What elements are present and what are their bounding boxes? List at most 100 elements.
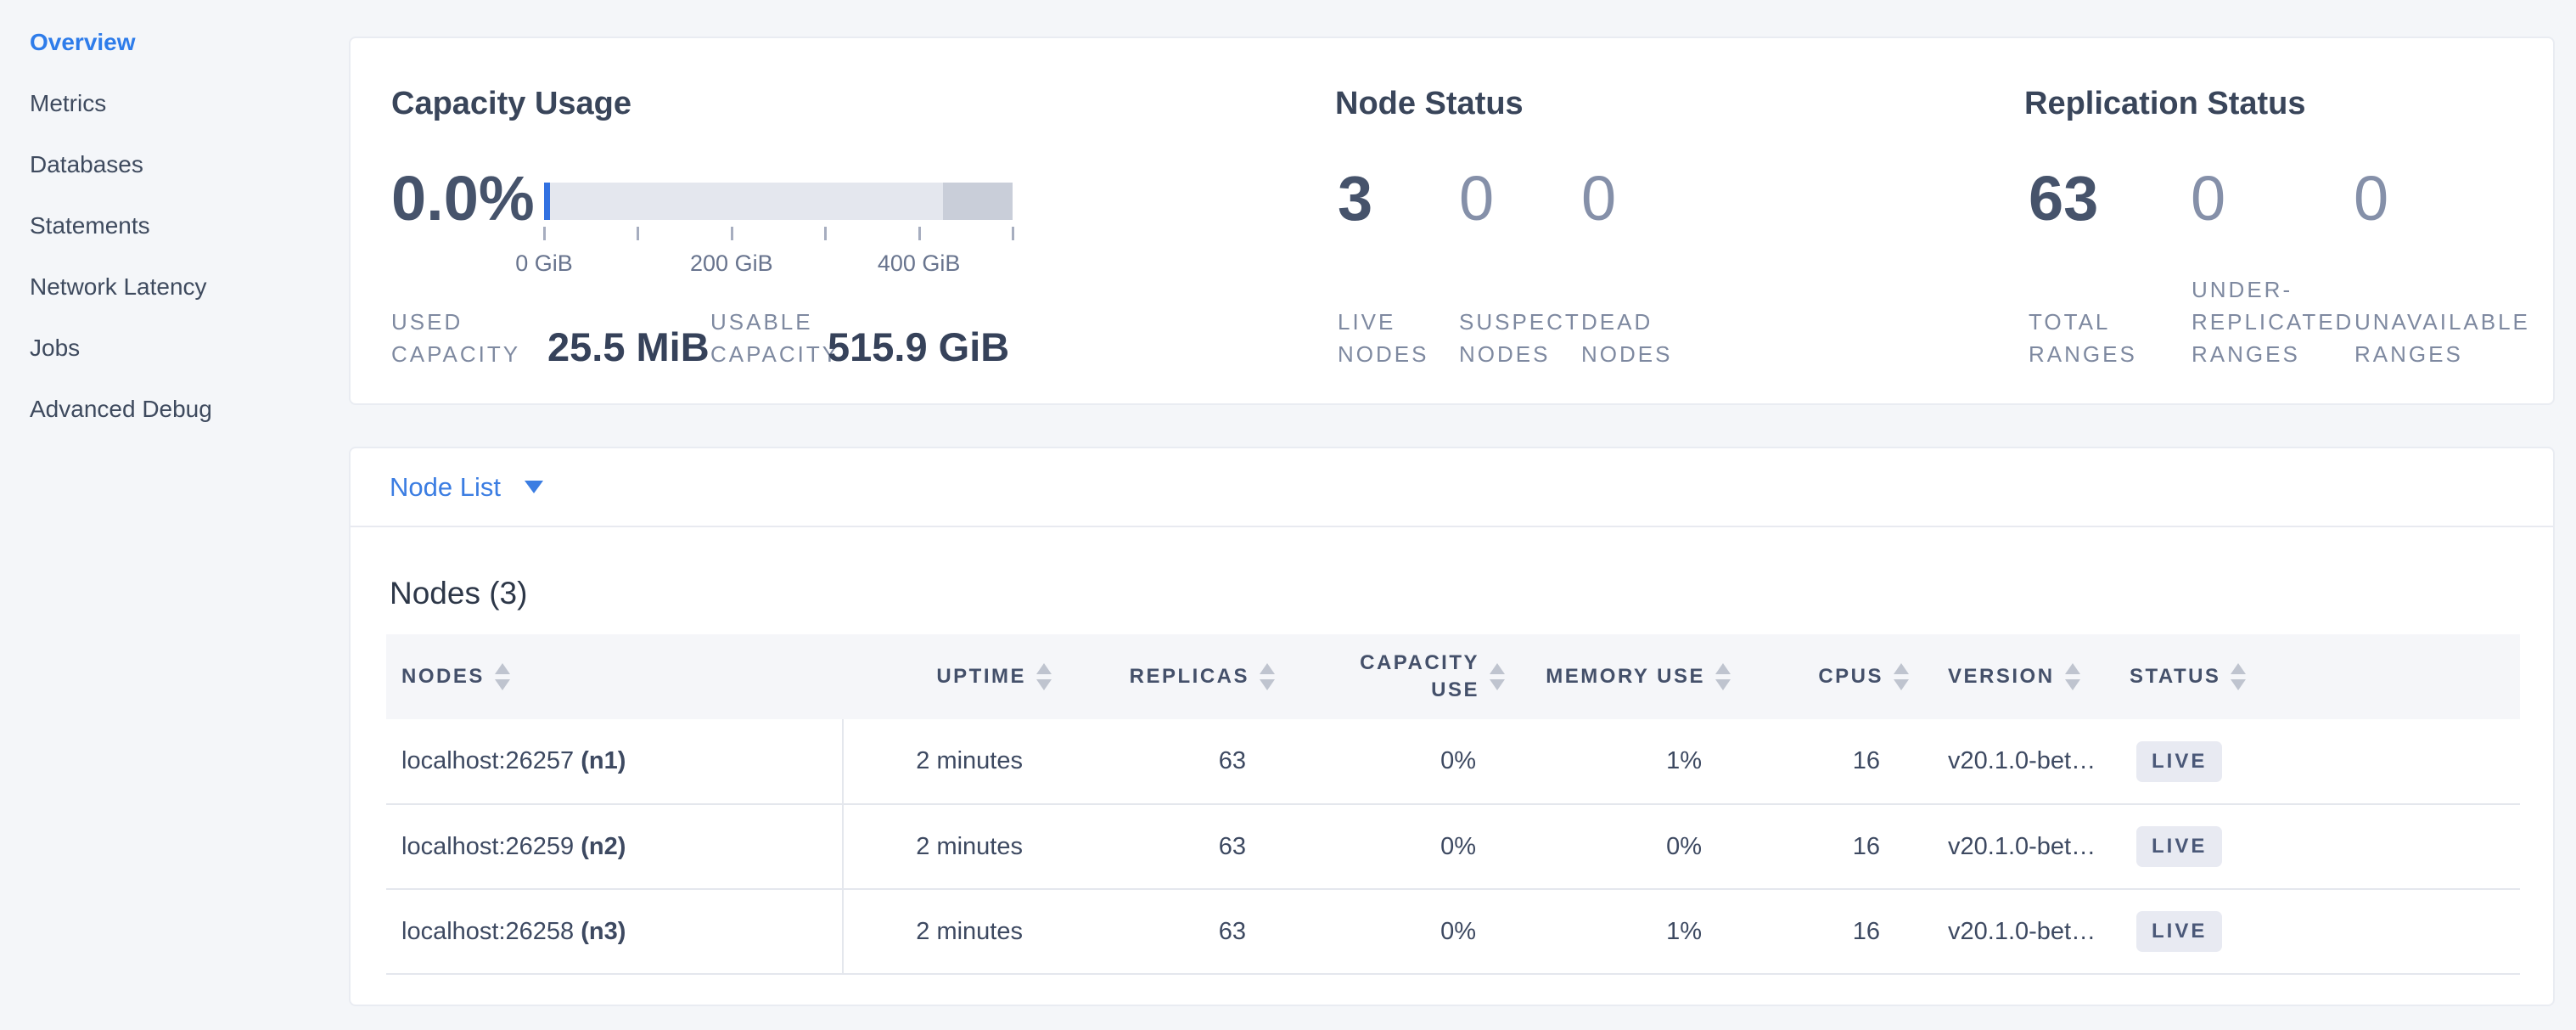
used-capacity-value: 25.5 MiB <box>547 324 710 369</box>
capacity-use-cell: 0% <box>1440 832 1476 860</box>
column-label-cpus: CPUS <box>1818 665 1883 688</box>
node-id: (n3) <box>581 917 626 945</box>
capacity-bar-reserved-segment <box>942 183 1013 220</box>
used-capacity-label: USED CAPACITY <box>391 306 520 370</box>
suspect-nodes-label: SUSPECT NODES <box>1459 306 1581 370</box>
sidebar-item-advanced-debug[interactable]: Advanced Debug <box>30 396 212 422</box>
column-header-cpus[interactable]: CPUS <box>1736 634 1914 719</box>
sidebar-item-network-latency[interactable]: Network Latency <box>30 273 207 300</box>
axis-tick <box>730 227 733 240</box>
table-row-node-2[interactable]: localhost:26259 (n2) 2 minutes 63 0% 0% … <box>386 804 2520 889</box>
sidebar-item-overview[interactable]: Overview <box>30 29 136 55</box>
under-replicated-ranges-label: UNDER- REPLICATED RANGES <box>2192 273 2354 370</box>
unavailable-ranges-label-line1: UNAVAILABLE <box>2354 309 2530 335</box>
dead-nodes-count: 0 <box>1581 163 1617 234</box>
sort-icon <box>1260 663 1275 690</box>
sidebar: Overview Metrics Databases Statements Ne… <box>0 0 349 1030</box>
column-header-status[interactable]: STATUS <box>2109 634 2520 719</box>
column-header-replicas[interactable]: REPLICAS <box>1057 634 1280 719</box>
uptime-cell: 2 minutes <box>916 917 1023 945</box>
sort-icon <box>494 663 510 690</box>
under-replicated-label-line1: UNDER- <box>2192 277 2293 302</box>
node-address-cell: localhost:26257 (n1) <box>386 719 844 804</box>
replicas-cell: 63 <box>1218 917 1246 945</box>
version-cell: v20.1.0-bet… <box>1948 832 2096 860</box>
total-ranges-label-line1: TOTAL <box>2029 309 2111 335</box>
used-capacity-label-line2: CAPACITY <box>391 341 521 367</box>
usable-capacity-value: 515.9 GiB <box>828 324 1010 369</box>
sort-icon <box>2064 663 2080 690</box>
node-address-cell: localhost:26258 (n3) <box>386 889 844 974</box>
axis-tick-label: 200 GiB <box>690 250 773 276</box>
used-capacity-label-line1: USED <box>391 309 463 335</box>
usable-capacity-label-line1: USABLE <box>710 309 813 335</box>
memory-use-cell: 1% <box>1666 747 1702 774</box>
uptime-cell: 2 minutes <box>916 747 1023 774</box>
unavailable-ranges-count: 0 <box>2354 163 2389 234</box>
nodes-count-heading: Nodes (3) <box>390 576 528 611</box>
sort-icon <box>1894 663 1909 690</box>
node-address: localhost:26259 <box>401 832 575 860</box>
sidebar-item-jobs[interactable]: Jobs <box>30 335 81 361</box>
column-label-nodes: NODES <box>401 665 485 688</box>
axis-tick-label: 400 GiB <box>877 250 961 276</box>
status-cell: LIVE <box>2109 889 2520 974</box>
total-ranges-count: 63 <box>2029 163 2099 234</box>
under-replicated-label-line3: RANGES <box>2192 341 2300 367</box>
uptime-cell: 2 minutes <box>916 832 1023 860</box>
cpus-cell: 16 <box>1852 917 1880 945</box>
column-label-uptime: UPTIME <box>936 665 1026 688</box>
live-nodes-count: 3 <box>1338 163 1373 234</box>
status-badge: LIVE <box>2136 911 2223 952</box>
node-id: (n2) <box>581 832 626 860</box>
node-list-dropdown[interactable]: Node List <box>390 472 543 503</box>
replicas-cell: 63 <box>1218 747 1246 774</box>
column-label-replicas: REPLICAS <box>1129 665 1249 688</box>
usable-capacity-label-line2: CAPACITY <box>710 341 840 367</box>
sort-icon <box>1490 663 1505 690</box>
suspect-nodes-count: 0 <box>1459 163 1495 234</box>
sidebar-item-databases[interactable]: Databases <box>30 151 143 177</box>
axis-tick <box>1012 227 1014 240</box>
sort-icon <box>1036 663 1052 690</box>
column-header-uptime[interactable]: UPTIME <box>843 634 1057 719</box>
column-header-version[interactable]: VERSION <box>1914 634 2109 719</box>
status-badge: LIVE <box>2136 740 2223 782</box>
live-nodes-label-line1: LIVE <box>1338 309 1396 335</box>
capacity-use-cell: 0% <box>1440 917 1476 945</box>
axis-tick-label: 0 GiB <box>515 250 573 276</box>
sidebar-item-metrics[interactable]: Metrics <box>30 90 107 116</box>
nodes-table-header-row: NODES UPTIME REPLICAS CAPACITY USE MEMOR… <box>386 634 2520 719</box>
column-label-capacity-use: CAPACITY USE <box>1360 651 1479 701</box>
capacity-usage-percent: 0.0% <box>391 163 535 234</box>
column-header-nodes[interactable]: NODES <box>386 634 843 719</box>
table-row-node-1[interactable]: localhost:26257 (n1) 2 minutes 63 0% 1% … <box>386 719 2520 804</box>
sort-icon <box>2231 663 2247 690</box>
axis-tick <box>637 227 640 240</box>
capacity-bar <box>544 183 1013 220</box>
live-nodes-label: LIVE NODES <box>1338 306 1428 370</box>
dead-nodes-label-line2: NODES <box>1581 341 1673 367</box>
version-cell: v20.1.0-bet… <box>1948 917 2096 945</box>
column-header-capacity-use[interactable]: CAPACITY USE <box>1280 634 1510 719</box>
capacity-bar-used-segment <box>544 183 550 220</box>
memory-use-cell: 0% <box>1666 832 1702 860</box>
nodes-table: NODES UPTIME REPLICAS CAPACITY USE MEMOR… <box>386 634 2520 975</box>
cluster-overview-card: Capacity Usage 0.0% 0 GiB 200 GiB 400 GiB … <box>349 37 2555 405</box>
node-address: localhost:26257 <box>401 747 575 774</box>
capacity-use-cell: 0% <box>1440 747 1476 774</box>
column-label-memory-use: MEMORY USE <box>1546 665 1705 688</box>
table-row-node-3[interactable]: localhost:26258 (n3) 2 minutes 63 0% 1% … <box>386 889 2520 974</box>
total-ranges-label: TOTAL RANGES <box>2029 306 2137 370</box>
dead-nodes-label-line1: DEAD <box>1581 309 1653 335</box>
live-nodes-label-line2: NODES <box>1338 341 1429 367</box>
unavailable-ranges-label: UNAVAILABLE RANGES <box>2354 306 2530 370</box>
cpus-cell: 16 <box>1852 747 1880 774</box>
axis-tick <box>824 227 828 240</box>
capacity-usage-title: Capacity Usage <box>391 86 632 121</box>
column-header-memory-use[interactable]: MEMORY USE <box>1510 634 1736 719</box>
sidebar-item-statements[interactable]: Statements <box>30 212 150 239</box>
status-cell: LIVE <box>2109 804 2520 889</box>
column-label-status: STATUS <box>2130 665 2221 688</box>
suspect-nodes-label-line2: NODES <box>1459 341 1551 367</box>
